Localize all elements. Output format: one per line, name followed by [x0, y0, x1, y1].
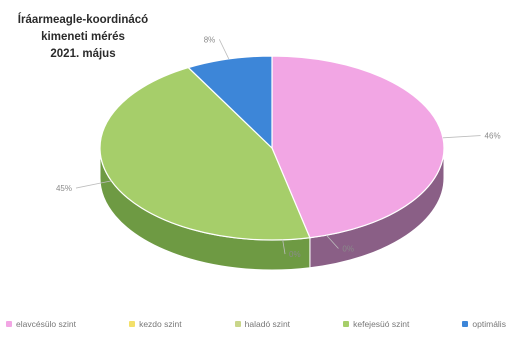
data-label-1: 0%	[342, 244, 354, 253]
legend-swatch-2	[234, 321, 241, 327]
leader-line-1	[326, 234, 339, 249]
legend-item-0: elavcésülo szint	[6, 319, 76, 329]
data-label-0: 46%	[485, 132, 501, 141]
data-label-4: 8%	[204, 35, 216, 44]
leader-line-3	[75, 180, 112, 189]
legend-swatch-0	[6, 321, 12, 327]
chart-title-line-2: kimeneti mérés	[41, 31, 125, 43]
legend-swatch-1	[129, 321, 136, 327]
data-label-2: 0%	[289, 250, 301, 259]
pie-slice-3	[99, 66, 311, 241]
legend-label-1: kezdo szint	[139, 319, 182, 329]
leader-line-2	[282, 239, 286, 255]
legend-item-3: kefejesüó szint	[343, 319, 409, 329]
legend-label-2: haladó szint	[244, 319, 291, 329]
legend: elavcésülo szint kezdo szint haladó szint k…	[6, 316, 506, 332]
legend-swatch-3	[343, 321, 350, 327]
legend-item-4: optimális	[462, 319, 506, 329]
data-labels-layer: 46% 0% 0% 45% 8%	[56, 35, 501, 259]
legend-label-4: optimális	[472, 319, 506, 329]
chart-title: Íráarmeagle-koordinácó kimeneti mérés 20…	[8, 12, 158, 63]
legend-item-1: kezdo szint	[129, 319, 182, 329]
pie-chart: 46% 0% 0% 45% 8%	[56, 35, 501, 271]
leader-line-4	[218, 39, 230, 60]
legend-label-0: elavcésülo szint	[16, 319, 77, 329]
chart-title-line-3: 2021. május	[50, 48, 116, 60]
chart-title-line-1: Íráarmeagle-koordinácó	[17, 14, 149, 26]
legend-label-3: kefejesüó szint	[353, 319, 410, 329]
pie-slices-layer	[99, 55, 445, 271]
leader-line-0	[442, 135, 481, 139]
legend-item-2: haladó szint	[234, 319, 291, 329]
data-label-3: 45%	[56, 184, 72, 193]
legend-swatch-4	[462, 321, 469, 327]
